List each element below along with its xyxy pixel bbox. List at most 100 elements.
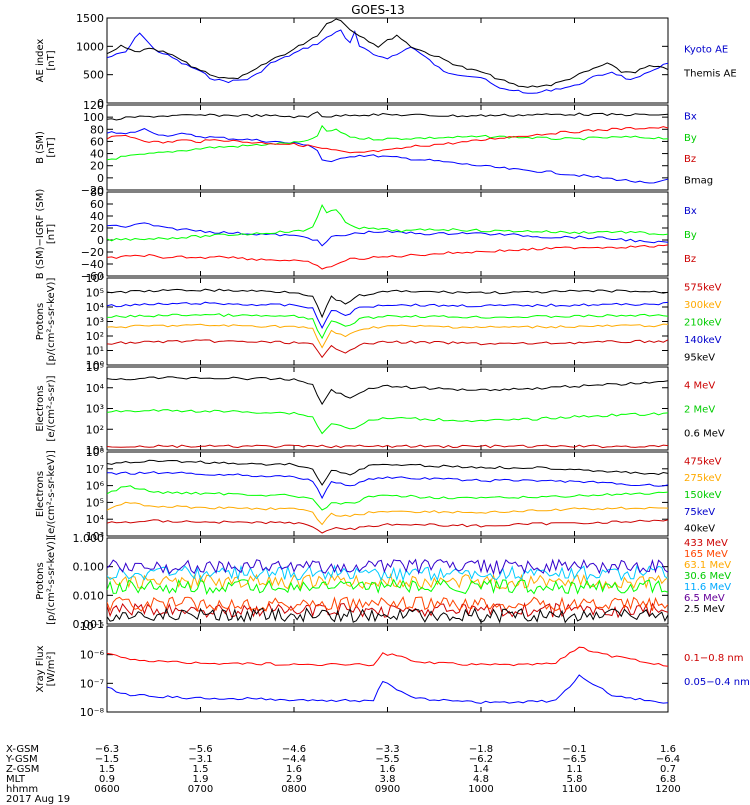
series-line	[107, 485, 668, 511]
ephemeris-value: −6.2	[468, 754, 494, 765]
y-tick-label: 10³	[86, 403, 104, 416]
ephemeris-value: 5.8	[566, 774, 583, 785]
legend-label: 275keV	[684, 473, 722, 484]
series-line	[107, 376, 668, 406]
series-line	[107, 301, 668, 330]
ephemeris-value: 2.9	[286, 774, 302, 785]
panel-7: 0.001 0.010 0.100 1.000 Protons[p/(cm²-s-sr-…	[35, 532, 731, 631]
series-line	[107, 674, 668, 704]
y-axis-label-line: [e/(cm²-s-sr-keV)]	[46, 450, 57, 538]
y-tick-label: 10⁴	[86, 513, 105, 526]
y-axis-label-line: Protons	[35, 562, 46, 599]
ephemeris-value: 0700	[187, 784, 214, 795]
series-line	[107, 564, 668, 582]
legend-label: By	[684, 133, 697, 144]
y-tick-label: 120	[83, 99, 104, 112]
legend-label: 2.5 MeV	[684, 604, 725, 615]
ephemeris-value: 0.7	[660, 764, 676, 775]
row-label-z-gsm: Z-GSM	[6, 764, 40, 775]
ephemeris-column: −1.8 −6.2 1.4 4.8 1000	[461, 745, 501, 795]
y-tick-label: 40	[90, 148, 104, 161]
y-tick-label: 0	[97, 172, 104, 185]
series-line	[107, 313, 668, 340]
legend-label: 165 MeV	[684, 549, 728, 560]
plot-title: GOES-13	[351, 3, 405, 17]
y-axis-label: Protons[p/(cm²-s-sr-keV)]	[35, 537, 57, 625]
legend-label: Bmag	[684, 175, 713, 186]
legend-label: 63.1 MeV	[684, 560, 731, 571]
y-tick-label: −20	[81, 246, 104, 259]
ephemeris-value: 0800	[281, 784, 307, 795]
y-tick-label: 10⁻⁷	[80, 677, 104, 690]
y-axis-label-line: [nT]	[46, 224, 57, 244]
series-line	[107, 203, 668, 242]
y-tick-label: −60	[81, 270, 104, 283]
ephemeris-value: 1.6	[660, 744, 676, 755]
y-tick-label: 1000	[76, 40, 104, 53]
y-tick-label: 10⁵	[86, 361, 104, 374]
y-tick-label: −40	[81, 258, 104, 271]
ephemeris-value: −4.4	[281, 754, 307, 765]
ephemeris-value: −1.8	[468, 744, 494, 755]
series-line	[107, 323, 668, 349]
y-tick-label: 0.100	[73, 561, 105, 574]
y-axis-label: B (SM)−IGRF (SM)[nT]	[35, 189, 57, 280]
series-line	[107, 646, 668, 667]
panel-8: 10⁻⁸ 10⁻⁷ 10⁻⁶ 10⁻⁵ Xray Flux[W/m²] 0.1−0.8 n…	[35, 620, 750, 719]
series-line	[107, 471, 668, 500]
y-axis-label: AE index[nT]	[35, 39, 57, 83]
series-line	[107, 222, 668, 247]
legend-label: 0.05−0.4 nm	[684, 677, 750, 688]
legend-label: 40keV	[684, 524, 715, 535]
y-tick-label: 10⁵	[86, 287, 104, 300]
series-line	[107, 558, 668, 576]
legend-label: 95keV	[684, 352, 715, 363]
ephemeris-value: −5.6	[188, 744, 213, 755]
ephemeris-value: −1.5	[94, 754, 120, 765]
ephemeris-value: 1100	[561, 784, 588, 795]
y-tick-label: 0	[97, 97, 104, 110]
y-axis-label-line: Electrons	[35, 385, 46, 431]
ephemeris-value: 1.6	[379, 764, 396, 775]
series-line	[107, 111, 668, 121]
series-line	[107, 244, 668, 270]
series-line	[107, 501, 668, 526]
legend-label: 300keV	[684, 300, 722, 311]
ephemeris-value: 1.1	[566, 764, 583, 775]
series-line	[107, 126, 668, 154]
y-tick-label: 0.001	[73, 618, 105, 631]
y-tick-label: 80	[90, 123, 104, 136]
panel-frame	[106, 104, 669, 191]
y-tick-label: 1500	[76, 12, 104, 25]
series-line	[107, 128, 668, 184]
y-tick-label: 20	[90, 222, 104, 235]
panel-frame	[106, 625, 669, 713]
series-line	[107, 409, 668, 435]
ephemeris-column: 1.6 −6.4 0.7 6.8 1200	[648, 745, 688, 795]
ephemeris-value: 0900	[374, 784, 401, 795]
y-axis-label: Protons[p/(cm²-s-sr-keV)]	[35, 278, 57, 366]
y-tick-label: 60	[90, 135, 104, 148]
ephemeris-value: −0.1	[562, 744, 587, 755]
legend-label: 75keV	[684, 507, 715, 518]
panel-6: 10³ 10⁴ 10⁵ 10⁶ 10⁷ 10⁸ Electrons[e/(cm²-s-sr-…	[35, 446, 722, 543]
y-tick-label: 10⁻⁶	[80, 649, 105, 662]
row-label-hhmm: hhmm	[6, 784, 39, 795]
y-tick-label: 10⁰	[86, 359, 105, 372]
series-line	[107, 18, 668, 88]
row-label-y-gsm: Y-GSM	[6, 754, 38, 765]
y-tick-label: 10²	[86, 423, 104, 436]
ephemeris-row-labels: X-GSM Y-GSM Z-GSM MLT hhmm 2017 Aug 19	[6, 745, 70, 805]
y-tick-label: 10⁸	[86, 446, 105, 459]
y-tick-label: 10⁻⁸	[80, 706, 105, 719]
legend-label: 30.6 MeV	[684, 571, 731, 582]
y-axis-label-line: [p/(cm²-s-sr-keV)]	[46, 278, 57, 366]
legend-label: 433 MeV	[684, 538, 728, 549]
y-tick-label: 10¹	[86, 345, 104, 358]
y-axis-label: Xray Flux[W/m²]	[35, 645, 57, 692]
legend-label: By	[684, 230, 697, 241]
ephemeris-value: 3.8	[379, 774, 396, 785]
y-axis-label-line: [e/(cm²-s-sr)]	[46, 375, 57, 441]
